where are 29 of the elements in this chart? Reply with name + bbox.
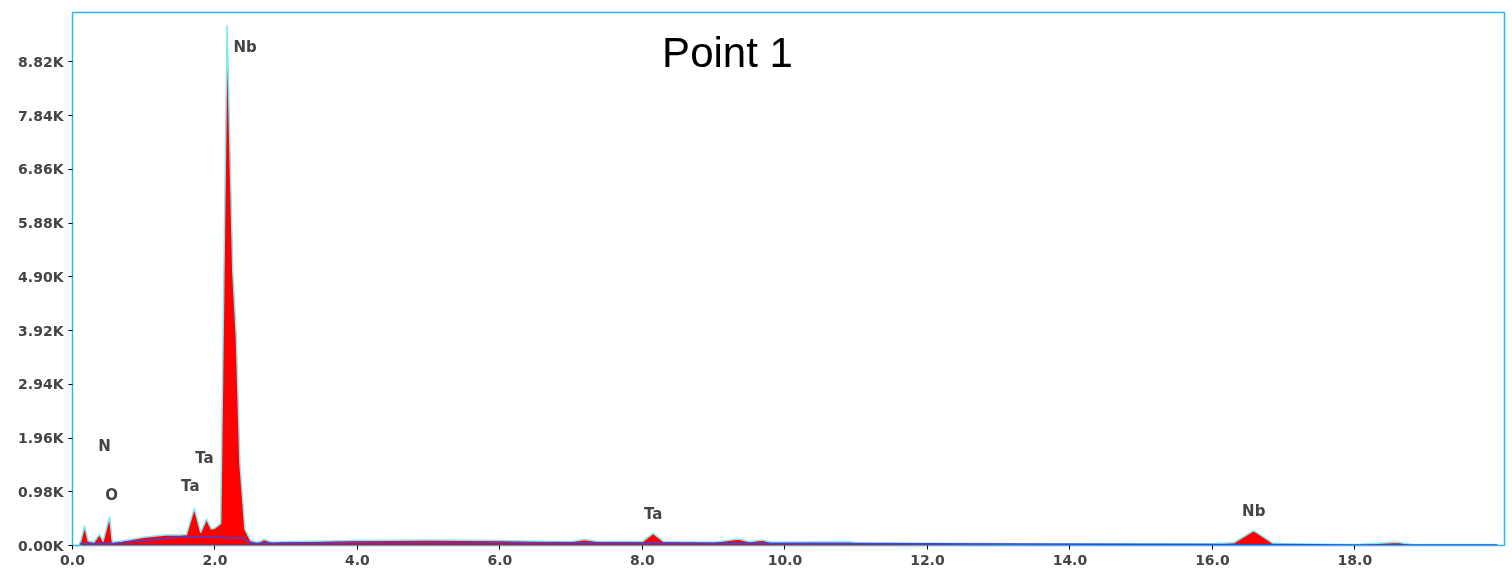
annotation: Ta bbox=[643, 505, 663, 524]
annotation: Nb bbox=[233, 37, 258, 56]
x-tick-label: 6.0 bbox=[487, 551, 513, 568]
y-tick-label: 6.86K bbox=[18, 161, 65, 178]
annotation: Ta bbox=[181, 477, 200, 496]
y-tick-label: 4.90K bbox=[18, 268, 65, 285]
annotation: N bbox=[98, 436, 111, 455]
x-tick-label: 12.0 bbox=[910, 551, 945, 568]
x-tick-label: 14.0 bbox=[1052, 551, 1088, 568]
annotation: Ta bbox=[195, 448, 214, 467]
chart-title: Point 1 bbox=[662, 28, 793, 76]
y-tick-label: 7.84K bbox=[18, 107, 65, 124]
y-tick-label: 3.92K bbox=[18, 322, 65, 339]
x-tick-label: 2.0 bbox=[202, 551, 228, 568]
x-tick-label: 0.0 bbox=[60, 551, 86, 568]
y-tick-label: 1.96K bbox=[18, 430, 65, 447]
x-tick-label: 16.0 bbox=[1195, 551, 1230, 568]
x-tick-label: 18.0 bbox=[1337, 551, 1373, 568]
annotation: Nb bbox=[1242, 501, 1266, 520]
annotation: O bbox=[105, 485, 118, 504]
x-tick-label: 10.0 bbox=[767, 551, 803, 568]
y-tick-label: 8.82K bbox=[18, 53, 65, 70]
x-tick-label: 8.0 bbox=[630, 551, 656, 568]
x-tick-label: 4.0 bbox=[345, 551, 371, 568]
y-tick-label: 5.88K bbox=[18, 215, 65, 232]
line-series bbox=[78, 536, 1499, 546]
y-tick-label: 0.98K bbox=[18, 483, 65, 500]
y-tick-label: 0.00K bbox=[18, 537, 65, 554]
y-tick-label: 2.94K bbox=[18, 376, 65, 393]
